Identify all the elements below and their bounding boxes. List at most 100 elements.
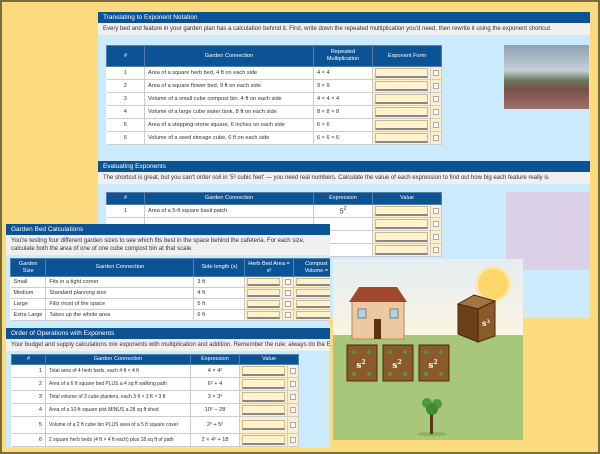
col-header: Value <box>372 192 442 205</box>
check-box[interactable] <box>287 416 299 434</box>
row-side: 5 ft <box>193 298 246 310</box>
col-header: Expression <box>313 192 373 205</box>
table-row: 3 Volume of a small cube compost bin, 4 f… <box>106 92 442 106</box>
answer-input[interactable] <box>372 131 431 145</box>
col-header: Side length (s) <box>193 258 246 277</box>
table-row: 1 Area of a 5-ft square basil patch 52 <box>106 204 442 218</box>
value-input[interactable] <box>372 230 431 244</box>
check-box[interactable] <box>430 92 442 106</box>
section-title: Order of Operations with Exponents <box>6 328 330 339</box>
row-number: 6 <box>106 131 145 145</box>
check-box[interactable] <box>287 364 299 378</box>
row-number: 3 <box>11 390 46 404</box>
check-box[interactable] <box>430 79 442 93</box>
check-box[interactable] <box>430 217 442 231</box>
check-box[interactable] <box>430 204 442 218</box>
row-connection: 2 square herb beds (4 ft × 4 ft each) pl… <box>45 433 191 447</box>
check-box[interactable] <box>282 309 294 321</box>
answer-input[interactable] <box>372 66 431 80</box>
value-input[interactable] <box>372 217 431 231</box>
answer-input[interactable] <box>372 79 431 93</box>
col-header: Herb Bed Area = s² <box>244 258 294 277</box>
answer-input[interactable] <box>372 105 431 119</box>
table-row: 5 Volume of a 2 ft cube bin PLUS area of … <box>11 416 299 434</box>
answer-input[interactable] <box>244 298 283 310</box>
row-size: Large <box>10 298 47 310</box>
row-size: Extra Large <box>10 309 47 321</box>
row-connection: Total volume of 3 cube planters, each 3 … <box>45 390 191 404</box>
garden-site-photo <box>504 45 589 109</box>
answer-input[interactable] <box>239 377 288 391</box>
col-header: # <box>11 354 46 365</box>
section-description: The shortcut is great, but you can't ord… <box>98 172 590 184</box>
check-box[interactable] <box>287 433 299 447</box>
house-icon <box>349 287 407 340</box>
table-row: 2 Area of a square flower bed, 9 ft on ea… <box>106 79 442 93</box>
row-connection: Total area of 4 herb beds, each 4 ft × 4… <box>45 364 191 378</box>
section-title: Evaluating Exponents <box>98 161 590 172</box>
image-placeholder <box>506 192 590 270</box>
check-box[interactable] <box>282 298 294 310</box>
check-box[interactable] <box>287 377 299 391</box>
answer-input[interactable] <box>239 364 288 378</box>
answer-input[interactable] <box>239 403 288 417</box>
answer-input[interactable] <box>239 433 288 447</box>
volume-input[interactable] <box>293 298 330 310</box>
volume-input[interactable] <box>293 276 330 288</box>
row-connection: Area of a stepping-stone square, 6 inche… <box>144 118 314 132</box>
row-multiplication: 6 × 6 <box>313 118 373 132</box>
herb-bed-icon: s2 <box>418 344 450 382</box>
col-header: Garden Connection <box>144 45 314 67</box>
row-number: 4 <box>11 403 46 417</box>
check-box[interactable] <box>430 118 442 132</box>
volume-input[interactable] <box>293 309 330 321</box>
answer-input[interactable] <box>372 92 431 106</box>
answer-input[interactable] <box>244 309 283 321</box>
table-row: 2 Area of a 6 ft square bed PLUS a 4 sq f… <box>11 377 299 391</box>
check-box[interactable] <box>282 276 294 288</box>
worksheet-window-front: Garden Bed Calculations You're testing f… <box>6 224 330 448</box>
check-box[interactable] <box>430 243 442 257</box>
answer-input[interactable] <box>372 118 431 132</box>
table-row: Extra Large Takes up the whole area 6 ft <box>10 309 330 321</box>
row-side: 3 ft <box>193 276 246 288</box>
bed-calc-table: Garden Size Garden Connection Side lengt… <box>9 258 330 321</box>
row-number: 2 <box>11 377 46 391</box>
value-input[interactable] <box>372 204 431 218</box>
answer-input[interactable] <box>239 416 288 434</box>
col-header: Garden Connection <box>45 354 191 365</box>
col-header: Repeated Multiplication <box>313 45 373 67</box>
row-connection: Area of a 5-ft square basil patch <box>144 204 314 218</box>
row-number: 2 <box>106 79 145 93</box>
table-row: 1 Area of a square herb bed, 4 ft on each… <box>106 66 442 80</box>
check-box[interactable] <box>430 230 442 244</box>
row-multiplication: 8 × 8 × 8 <box>313 105 373 119</box>
answer-input[interactable] <box>244 276 283 288</box>
row-number: 6 <box>11 433 46 447</box>
row-expression: 3 × 3³ <box>190 390 240 404</box>
check-box[interactable] <box>430 66 442 80</box>
volume-input[interactable] <box>293 287 330 299</box>
answer-input[interactable] <box>239 390 288 404</box>
row-connection: Area of a square herb bed, 4 ft on each … <box>144 66 314 80</box>
row-connection: Volume of a small cube compost bin, 4 ft… <box>144 92 314 106</box>
table-row: Small Fits in a tight corner 3 ft <box>10 276 330 288</box>
row-multiplication: 6 × 6 × 6 <box>313 131 373 145</box>
check-box[interactable] <box>287 390 299 404</box>
row-expression: 2³ + 5² <box>190 416 240 434</box>
col-header: Expression <box>190 354 240 365</box>
answer-input[interactable] <box>244 287 283 299</box>
check-box[interactable] <box>430 131 442 145</box>
garden-illustration: s2 s2 s2 s3 <box>333 259 523 440</box>
row-connection: Fits in a tight corner <box>45 276 195 288</box>
check-box[interactable] <box>282 287 294 299</box>
check-box[interactable] <box>430 105 442 119</box>
col-header: Garden Connection <box>144 192 314 205</box>
value-input[interactable] <box>372 243 431 257</box>
check-box[interactable] <box>287 403 299 417</box>
row-number: 3 <box>106 92 145 106</box>
section-title: Garden Bed Calculations <box>6 224 330 235</box>
row-multiplication: 9 × 9 <box>313 79 373 93</box>
